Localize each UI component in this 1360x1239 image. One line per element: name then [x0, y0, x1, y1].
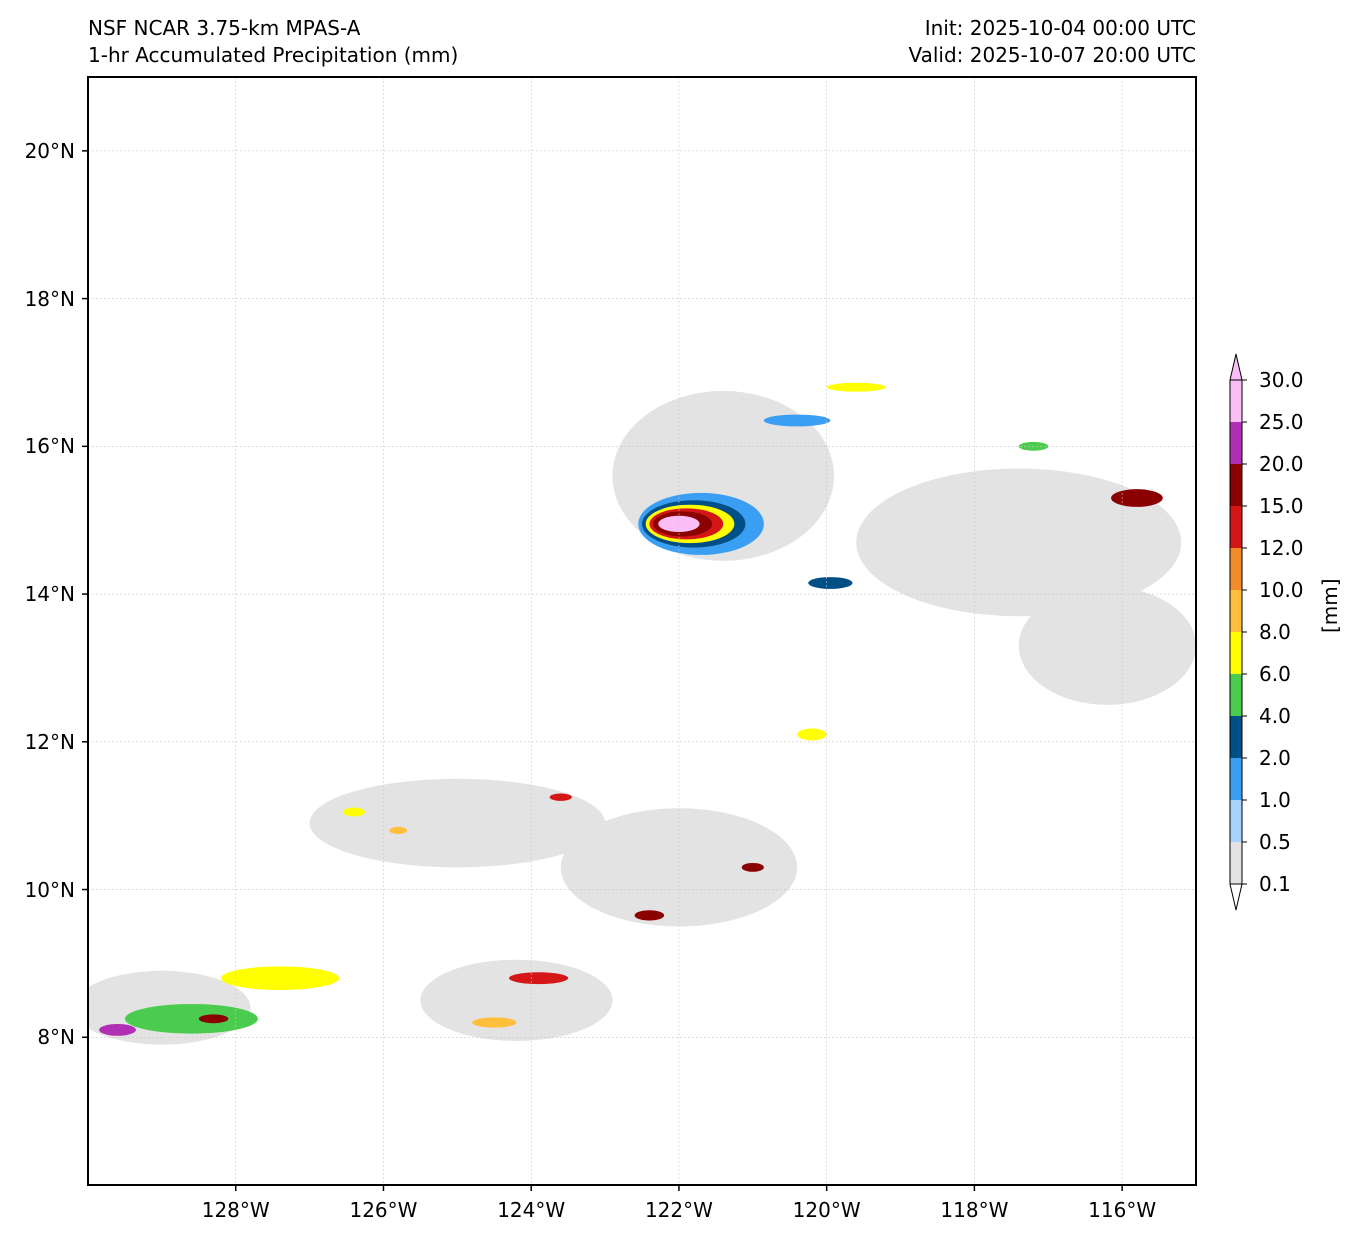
colorbar-tick-label: 10.0 [1259, 578, 1304, 602]
precip-feature [472, 1017, 517, 1028]
valid-time: Valid: 2025-10-07 20:00 UTC [908, 43, 1196, 67]
lat-tick-label: 14°N [24, 582, 75, 607]
colorbar-segment [1230, 464, 1242, 506]
field-title: 1-hr Accumulated Precipitation (mm) [88, 43, 459, 67]
colorbar-segment [1230, 548, 1242, 590]
lon-tick-label: 120°W [792, 1198, 861, 1222]
map-frame [87, 76, 1197, 1186]
colorbar-tick-label: 0.5 [1259, 830, 1291, 854]
colorbar-extend-min [1229, 883, 1243, 911]
precip-feature [797, 728, 827, 741]
colorbar-segment [1230, 422, 1242, 464]
precip-feature [826, 382, 886, 392]
precip-feature [808, 577, 853, 589]
colorbar-tick-label: 4.0 [1259, 704, 1291, 728]
precip-feature [309, 778, 606, 868]
colorbar-tick-label: 0.1 [1259, 872, 1291, 896]
lat-tick-label: 10°N [24, 877, 75, 902]
precip-field [88, 382, 1196, 1045]
init-time: Init: 2025-10-04 00:00 UTC [924, 16, 1196, 40]
precip-feature [549, 793, 572, 801]
map-background [88, 77, 1196, 1185]
colorbar-segment [1230, 716, 1242, 758]
colorbar-tick-label: 12.0 [1259, 536, 1304, 560]
precip-feature [856, 468, 1182, 617]
lon-tick-label: 126°W [349, 1198, 418, 1222]
colorbar-segment [1230, 632, 1242, 674]
colorbar-segment [1230, 506, 1242, 548]
precip-feature [741, 862, 764, 872]
precip-feature [342, 807, 366, 817]
precip-feature [420, 959, 613, 1041]
lat-tick-label: 8°N [37, 1025, 75, 1050]
precip-feature [658, 515, 700, 533]
colorbar-segment [1230, 800, 1242, 842]
precip-feature [124, 1004, 258, 1034]
precip-feature [634, 910, 665, 921]
lat-tick-label: 16°N [24, 434, 75, 459]
colorbar-tick-label: 6.0 [1259, 662, 1291, 686]
colorbar-tick-label: 30.0 [1259, 368, 1304, 392]
precip-feature [99, 1023, 137, 1036]
colorbar-tick-label: 15.0 [1259, 494, 1304, 518]
colorbar-segment [1230, 380, 1242, 422]
colorbar-segment [1230, 842, 1242, 884]
precip-feature [509, 972, 569, 985]
colorbar-unit-label: [mm] [1318, 578, 1342, 633]
colorbar-segment [1230, 758, 1242, 800]
lon-tick-label: 116°W [1088, 1198, 1157, 1222]
precip-feature [389, 826, 408, 835]
lon-tick-label: 122°W [644, 1198, 713, 1222]
lat-tick-label: 12°N [24, 729, 75, 754]
lon-tick-label: 128°W [201, 1198, 270, 1222]
lat-tick-label: 20°N [24, 138, 75, 163]
precip-feature [220, 966, 340, 990]
axis-ticks [82, 150, 1123, 1191]
colorbar-segment [1230, 590, 1242, 632]
precip-feature [1111, 489, 1163, 507]
colorbar-tick-label: 1.0 [1259, 788, 1291, 812]
lon-tick-label: 124°W [497, 1198, 566, 1222]
colorbar-tick-label: 20.0 [1259, 452, 1304, 476]
lat-tick-label: 18°N [24, 286, 75, 311]
lon-tick-label: 118°W [940, 1198, 1009, 1222]
colorbar-tick-label: 25.0 [1259, 410, 1304, 434]
precip-feature [198, 1014, 229, 1024]
precip-feature [560, 808, 798, 927]
colorbar [1229, 353, 1247, 911]
precip-feature [763, 414, 831, 427]
precip-feature [1018, 586, 1196, 705]
model-title: NSF NCAR 3.75-km MPAS-A [88, 16, 361, 40]
colorbar-extend-max [1229, 353, 1243, 381]
colorbar-segment [1230, 674, 1242, 716]
gridlines [88, 77, 1196, 1185]
colorbar-tick-label: 8.0 [1259, 620, 1291, 644]
colorbar-tick-label: 2.0 [1259, 746, 1291, 770]
